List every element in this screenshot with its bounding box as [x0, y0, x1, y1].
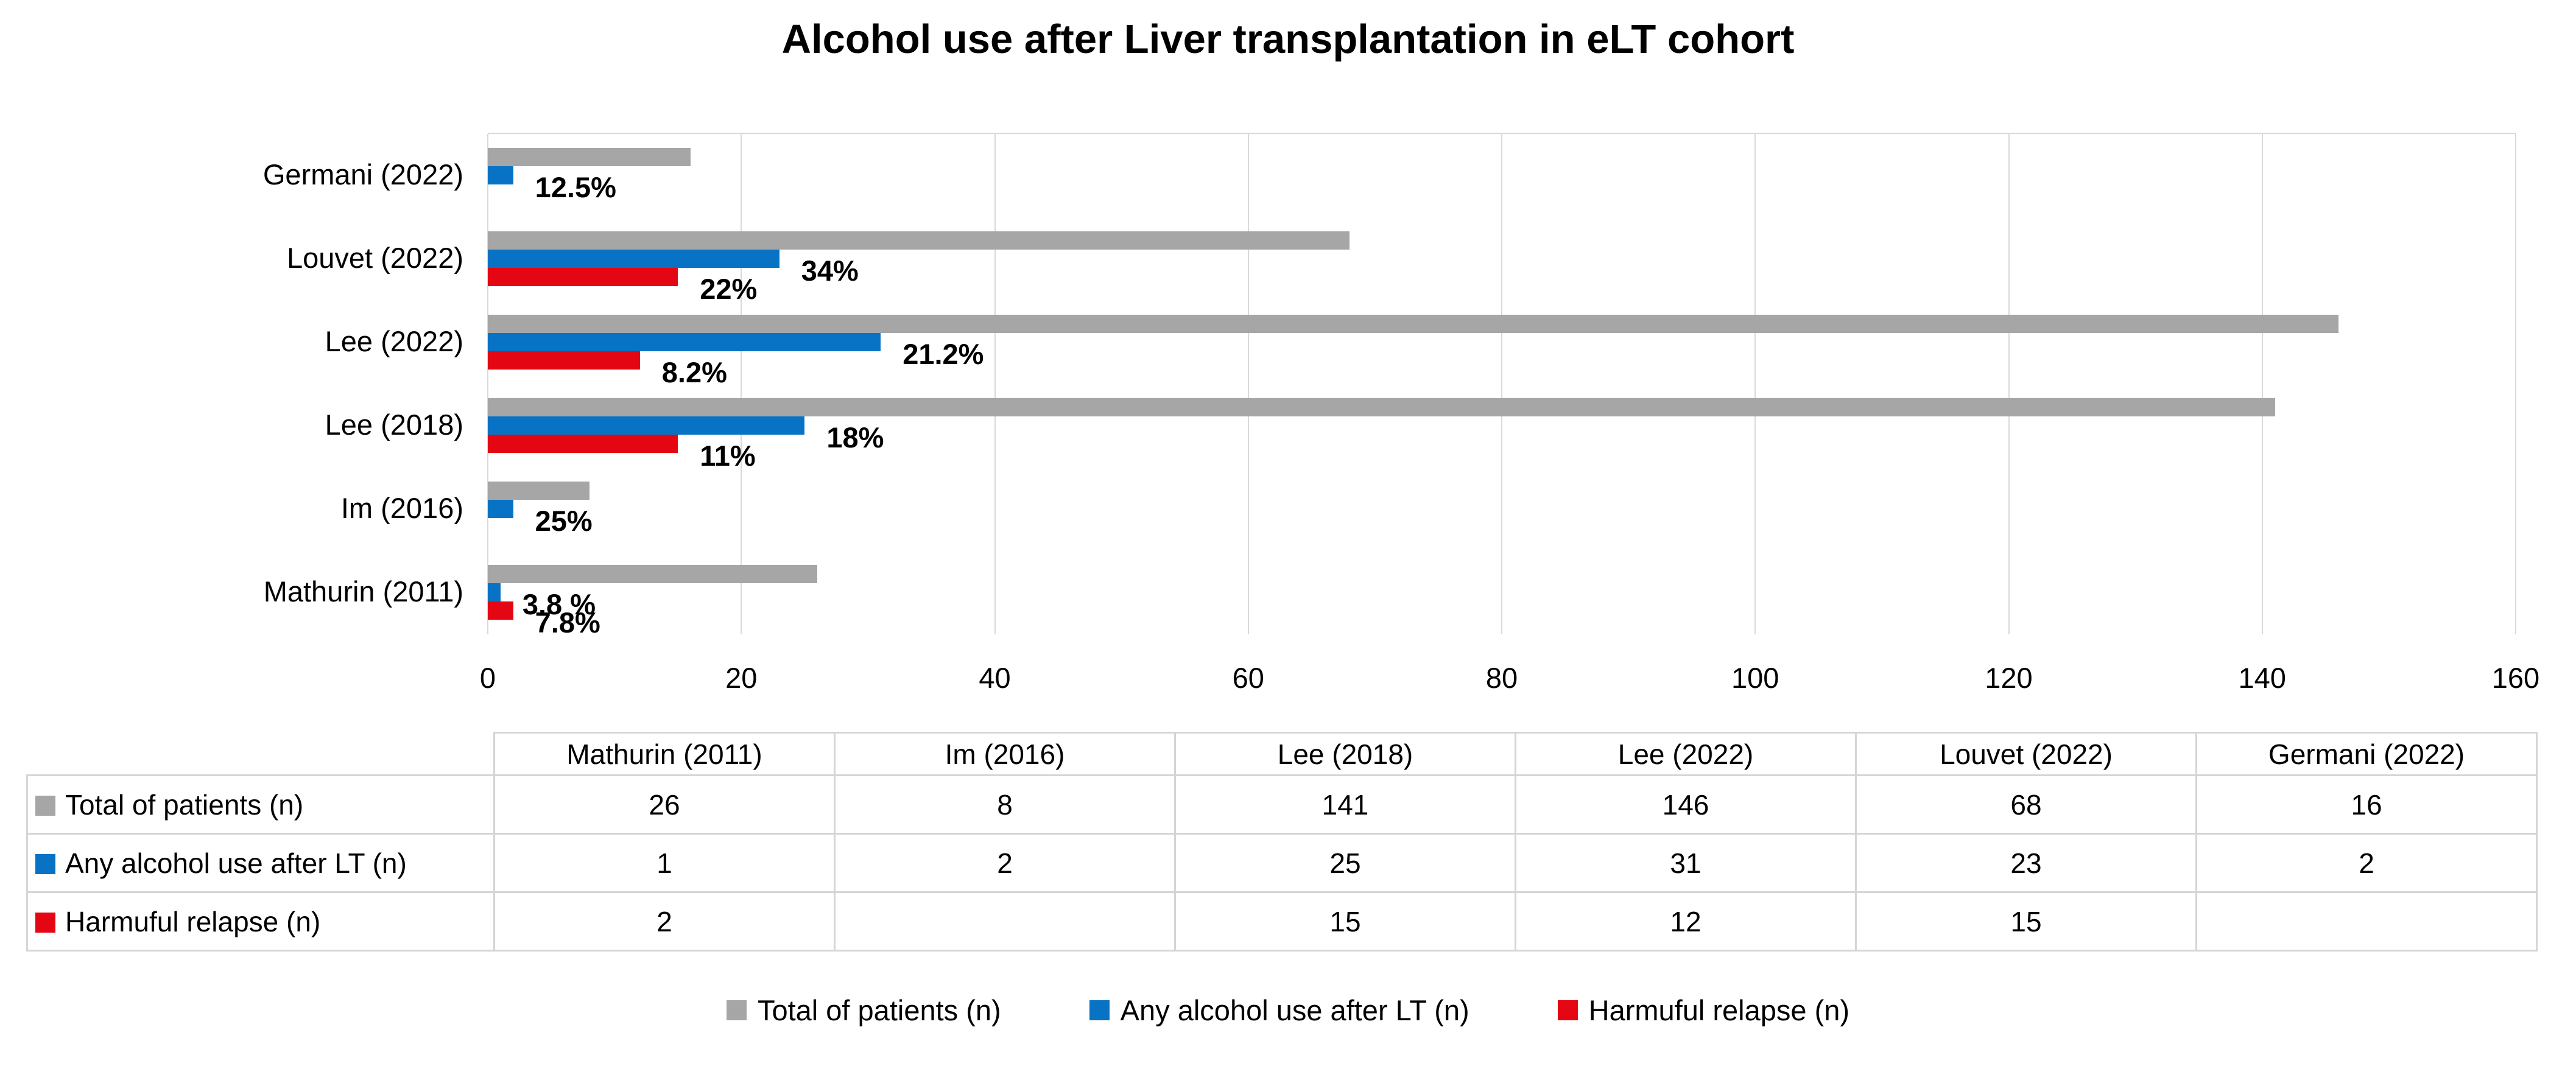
- table-header-cell: Mathurin (2011): [493, 732, 836, 776]
- total-bar: [488, 148, 691, 166]
- relapse-bar: [488, 351, 640, 370]
- table-value-cell: 23: [1855, 833, 2197, 893]
- table-header-cell: Germani (2022): [2195, 732, 2538, 776]
- total-bar: [488, 398, 2275, 416]
- legend-item: Total of patients (n): [726, 994, 1001, 1027]
- series-key-swatch: [35, 912, 55, 933]
- total-bar: [488, 231, 1350, 250]
- table-value-cell: 8: [834, 774, 1176, 835]
- table-value-cell: 2: [493, 891, 836, 952]
- total-bar: [488, 565, 818, 583]
- relapse-bar: [488, 268, 678, 286]
- total-bar: [488, 315, 2338, 333]
- table-value-cell: 141: [1174, 774, 1516, 835]
- chart-data-table: Mathurin (2011) Im (2016) Lee (2018) Lee (2…: [26, 732, 2538, 952]
- series-key-swatch: [35, 853, 55, 874]
- gridline: [1754, 134, 1756, 634]
- table-header-cell: Lee (2018): [1174, 732, 1516, 776]
- bar-data-label: 3.8 %: [522, 588, 596, 620]
- table-value-cell: 15: [1855, 891, 2197, 952]
- plot-area: 12.5% 34% 22% 21.2% 8.2% 18% 11% 25% 3.8 % 7.8%: [487, 133, 2516, 639]
- x-axis-tick-label: 0: [479, 662, 496, 694]
- gridline: [741, 134, 742, 634]
- relapse-bar: [488, 435, 678, 453]
- table-value-cell: 16: [2195, 774, 2538, 835]
- table-row-label: Any alcohol use after LT (n): [26, 833, 495, 893]
- legend-label: Total of patients (n): [757, 994, 1001, 1026]
- table-value-cell: 1: [493, 833, 836, 893]
- bar-data-label: 8.2%: [661, 356, 727, 388]
- table-value-cell: [834, 891, 1176, 952]
- alcohol-bar: [488, 250, 779, 268]
- category-label: Lee (2022): [325, 324, 463, 357]
- x-axis-tick-label: 100: [1731, 662, 1779, 694]
- legend-swatch: [1557, 1000, 1578, 1020]
- chart-legend: Total of patients (n) Any alcohol use aft…: [0, 994, 2576, 1027]
- gridline: [2008, 134, 2010, 634]
- category-label: Im (2016): [340, 491, 463, 524]
- alcohol-bar: [488, 166, 513, 184]
- x-axis-tick-label: 120: [1985, 662, 2033, 694]
- bar-data-label: 11%: [700, 440, 756, 472]
- bar-data-label: 21.2%: [903, 338, 984, 370]
- gridline: [1247, 134, 1249, 634]
- table-header-cell: Lee (2022): [1515, 732, 1857, 776]
- x-axis-tick-label: 20: [725, 662, 758, 694]
- category-label: Louvet (2022): [286, 241, 463, 274]
- category-label: Mathurin (2011): [263, 575, 463, 608]
- table-value-cell: 31: [1515, 833, 1857, 893]
- table-row-label: Harmuful relapse (n): [26, 891, 495, 952]
- gridline: [1501, 134, 1502, 634]
- series-key-swatch: [35, 795, 55, 816]
- table-value-cell: [2195, 891, 2538, 952]
- table-value-cell: 12: [1515, 891, 1857, 952]
- alcohol-bar: [488, 583, 501, 601]
- alcohol-bar: [488, 333, 881, 351]
- total-bar: [488, 482, 589, 500]
- gridline: [2515, 134, 2516, 634]
- x-axis-tick-label: 80: [1485, 662, 1518, 694]
- x-axis-tick-label: 140: [2238, 662, 2286, 694]
- chart-title: Alcohol use after Liver transplantation …: [781, 16, 1795, 62]
- legend-label: Harmuful relapse (n): [1588, 994, 1850, 1026]
- bar-data-label: 22%: [700, 273, 758, 305]
- legend-swatch: [726, 1000, 747, 1020]
- table-value-cell: 2: [2195, 833, 2538, 893]
- gridline: [994, 134, 996, 634]
- table-value-cell: 15: [1174, 891, 1516, 952]
- table-value-cell: 25: [1174, 833, 1516, 893]
- table-value-cell: 26: [493, 774, 836, 835]
- gridline: [2261, 134, 2263, 634]
- alcohol-bar: [488, 416, 805, 435]
- category-label: Lee (2018): [325, 408, 463, 441]
- bar-data-label: 7.8%: [535, 606, 600, 639]
- alcohol-bar: [488, 500, 513, 518]
- x-axis-tick-label: 60: [1232, 662, 1264, 694]
- bar-data-label: 12.5%: [535, 171, 616, 203]
- x-axis-tick-label: 40: [979, 662, 1011, 694]
- category-label: Germani (2022): [262, 158, 463, 191]
- table-corner-cell: [27, 733, 494, 776]
- table-value-cell: 2: [834, 833, 1176, 893]
- table-row-label: Total of patients (n): [26, 774, 495, 835]
- legend-swatch: [1089, 1000, 1110, 1020]
- table-header-cell: Im (2016): [834, 732, 1176, 776]
- legend-item: Harmuful relapse (n): [1557, 994, 1850, 1027]
- legend-item: Any alcohol use after LT (n): [1089, 994, 1469, 1027]
- bar-data-label: 18%: [826, 421, 884, 454]
- table-value-cell: 146: [1515, 774, 1857, 835]
- bar-data-label: 34%: [801, 254, 859, 287]
- legend-label: Any alcohol use after LT (n): [1120, 994, 1469, 1026]
- bar-data-label: 25%: [535, 505, 593, 537]
- x-axis-tick-label: 160: [2491, 662, 2540, 694]
- gridline: [487, 134, 488, 634]
- table-value-cell: 68: [1855, 774, 2197, 835]
- relapse-bar: [488, 601, 513, 620]
- table-header-cell: Louvet (2022): [1855, 732, 2197, 776]
